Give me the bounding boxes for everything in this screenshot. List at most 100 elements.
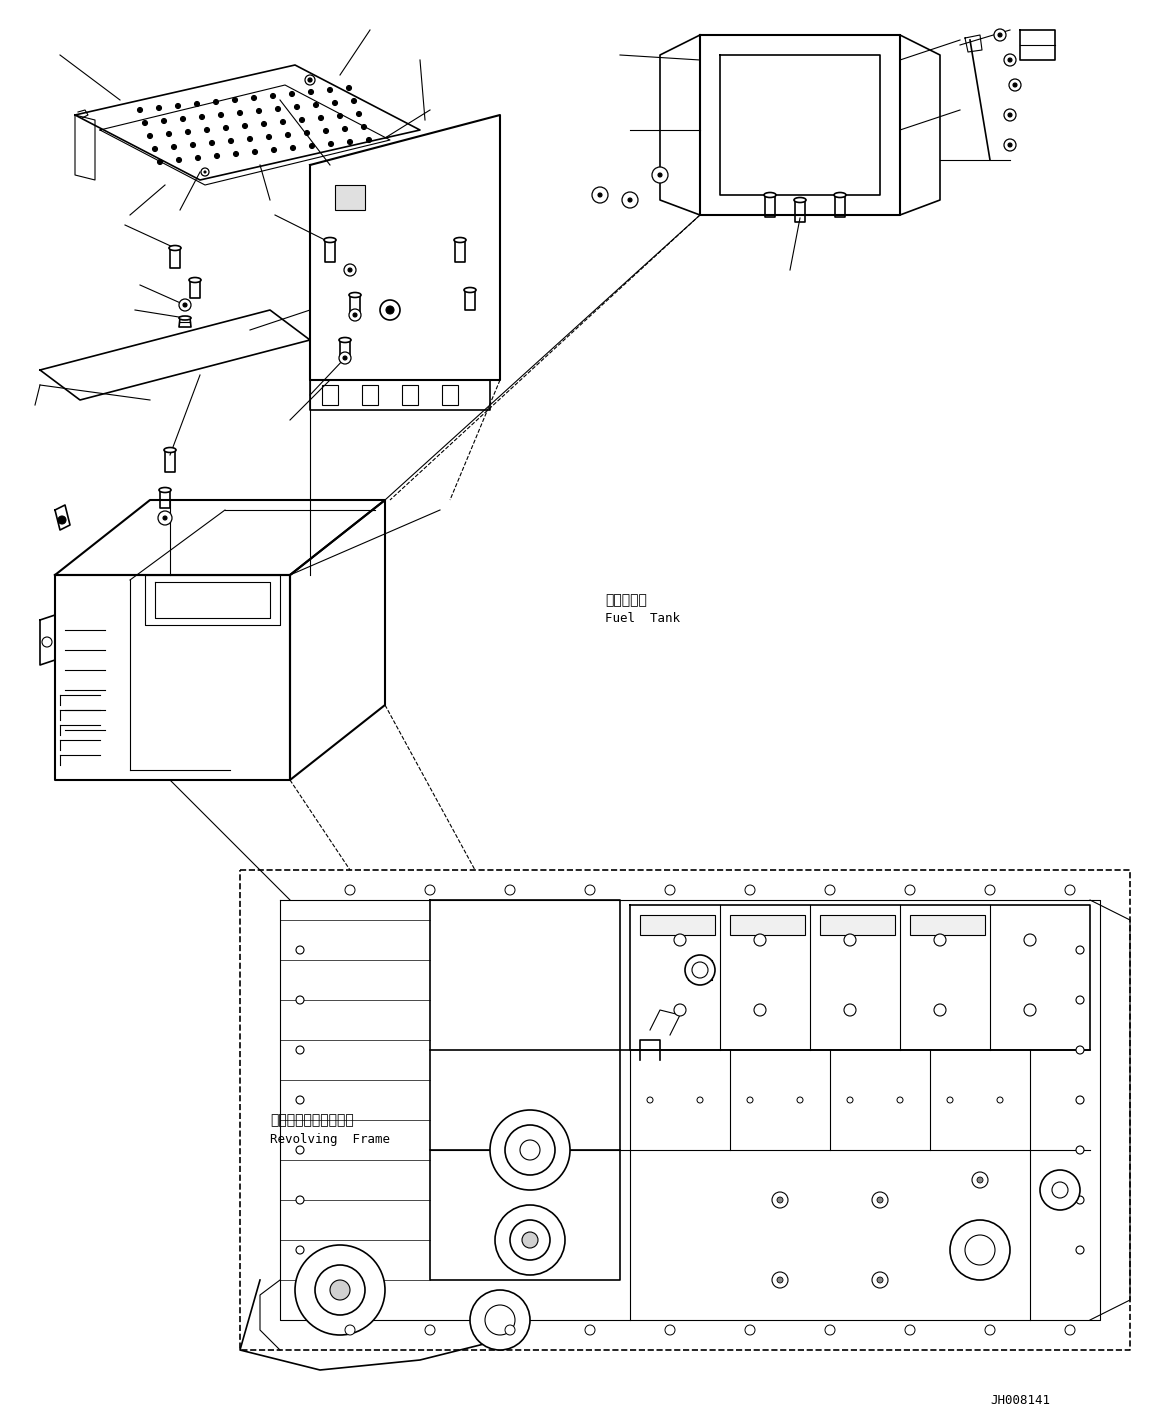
Circle shape — [470, 1290, 530, 1349]
Circle shape — [905, 1325, 915, 1335]
Ellipse shape — [349, 292, 361, 298]
Circle shape — [214, 153, 220, 159]
Circle shape — [522, 1232, 538, 1247]
Ellipse shape — [169, 245, 181, 251]
Circle shape — [297, 1046, 304, 1054]
Circle shape — [228, 139, 234, 143]
Circle shape — [191, 142, 195, 148]
Circle shape — [183, 304, 187, 307]
Ellipse shape — [159, 488, 171, 492]
Circle shape — [598, 193, 602, 197]
Circle shape — [177, 158, 181, 163]
Ellipse shape — [190, 278, 201, 282]
Circle shape — [1008, 58, 1012, 62]
Ellipse shape — [834, 193, 846, 197]
Circle shape — [994, 28, 1006, 41]
Circle shape — [328, 142, 334, 146]
Circle shape — [675, 934, 686, 946]
Circle shape — [309, 143, 314, 149]
Circle shape — [251, 95, 257, 101]
Circle shape — [485, 1305, 515, 1335]
Circle shape — [257, 108, 262, 114]
Circle shape — [271, 94, 276, 98]
Circle shape — [305, 131, 309, 135]
Circle shape — [58, 517, 66, 524]
Circle shape — [1009, 79, 1021, 91]
Circle shape — [772, 1271, 789, 1288]
Circle shape — [248, 136, 252, 142]
Circle shape — [934, 934, 946, 946]
Circle shape — [297, 1196, 304, 1203]
Circle shape — [622, 192, 638, 209]
Bar — [402, 385, 418, 404]
Circle shape — [1040, 1171, 1080, 1210]
Circle shape — [223, 125, 228, 131]
Circle shape — [233, 98, 237, 102]
Circle shape — [152, 146, 157, 152]
Circle shape — [872, 1192, 889, 1208]
Circle shape — [209, 140, 214, 146]
Circle shape — [262, 122, 266, 126]
Ellipse shape — [764, 193, 776, 197]
Text: JH008141: JH008141 — [990, 1393, 1050, 1406]
Circle shape — [1013, 82, 1016, 87]
Bar — [362, 385, 378, 404]
Text: Fuel  Tank: Fuel Tank — [605, 612, 680, 624]
Circle shape — [685, 955, 715, 985]
Circle shape — [1065, 885, 1075, 895]
Circle shape — [343, 356, 347, 360]
Circle shape — [291, 146, 295, 150]
Circle shape — [380, 299, 400, 321]
Circle shape — [947, 1097, 952, 1103]
Circle shape — [1065, 1325, 1075, 1335]
Bar — [640, 915, 715, 935]
Circle shape — [345, 1325, 355, 1335]
Circle shape — [342, 126, 348, 132]
Circle shape — [237, 111, 243, 115]
Circle shape — [351, 98, 357, 104]
Circle shape — [872, 1271, 889, 1288]
Circle shape — [985, 1325, 996, 1335]
Circle shape — [333, 101, 337, 105]
Circle shape — [308, 89, 314, 95]
Circle shape — [194, 102, 200, 106]
Circle shape — [315, 1264, 365, 1315]
Circle shape — [280, 119, 285, 125]
Circle shape — [328, 88, 333, 92]
Circle shape — [675, 1005, 686, 1016]
Circle shape — [934, 1005, 946, 1016]
Circle shape — [754, 934, 766, 946]
Circle shape — [171, 145, 177, 149]
Circle shape — [997, 1097, 1003, 1103]
Circle shape — [297, 1147, 304, 1154]
Circle shape — [1008, 143, 1012, 148]
Circle shape — [511, 1220, 550, 1260]
Circle shape — [658, 173, 662, 177]
Circle shape — [290, 91, 294, 96]
Circle shape — [204, 172, 206, 173]
Circle shape — [1004, 109, 1016, 121]
Circle shape — [200, 115, 205, 119]
Circle shape — [1076, 1046, 1084, 1054]
Circle shape — [162, 119, 166, 123]
Circle shape — [1023, 1005, 1036, 1016]
Circle shape — [276, 106, 280, 112]
Circle shape — [386, 307, 394, 314]
Circle shape — [628, 199, 632, 201]
Circle shape — [745, 885, 755, 895]
Circle shape — [348, 268, 352, 272]
Ellipse shape — [454, 237, 466, 243]
Circle shape — [1004, 54, 1016, 67]
Circle shape — [1076, 1246, 1084, 1254]
Circle shape — [285, 132, 291, 138]
Circle shape — [347, 85, 351, 91]
Circle shape — [366, 138, 371, 142]
Circle shape — [505, 1125, 555, 1175]
Circle shape — [424, 885, 435, 895]
Circle shape — [294, 105, 300, 109]
Circle shape — [950, 1220, 1009, 1280]
Circle shape — [745, 1325, 755, 1335]
Circle shape — [266, 135, 271, 139]
Circle shape — [495, 1205, 565, 1276]
Circle shape — [1004, 139, 1016, 150]
